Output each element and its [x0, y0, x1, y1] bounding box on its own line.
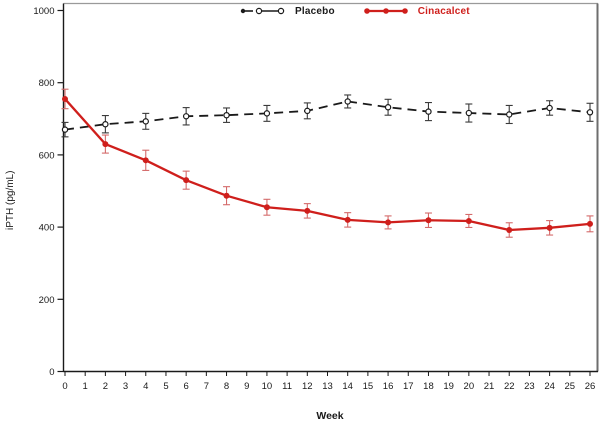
svg-text:10: 10	[262, 381, 273, 392]
legend-label-cinacalcet: Cinacalcet	[417, 5, 470, 17]
legend: Placebo Cinacalcet	[240, 5, 470, 17]
svg-text:0: 0	[62, 381, 67, 392]
svg-text:9: 9	[244, 381, 249, 392]
svg-text:24: 24	[544, 381, 555, 392]
svg-text:600: 600	[39, 150, 55, 161]
svg-text:3: 3	[123, 381, 128, 392]
svg-text:800: 800	[39, 78, 55, 89]
svg-text:4: 4	[143, 381, 148, 392]
legend-item-cinacalcet: Cinacalcet	[363, 5, 470, 17]
placebo-line-symbol	[240, 7, 285, 15]
legend-label-placebo: Placebo	[295, 5, 335, 17]
svg-text:8: 8	[224, 381, 229, 392]
svg-text:15: 15	[363, 381, 374, 392]
svg-text:1000: 1000	[33, 6, 54, 17]
y-axis-title: iPTH (pg/mL)	[5, 170, 16, 230]
svg-text:12: 12	[302, 381, 313, 392]
svg-text:23: 23	[524, 381, 535, 392]
svg-text:1: 1	[83, 381, 88, 392]
svg-text:25: 25	[565, 381, 576, 392]
svg-text:18: 18	[423, 381, 434, 392]
svg-text:400: 400	[39, 223, 55, 234]
svg-text:11: 11	[282, 381, 292, 392]
svg-text:7: 7	[204, 381, 209, 392]
svg-text:21: 21	[484, 381, 495, 392]
svg-text:5: 5	[163, 381, 168, 392]
svg-text:22: 22	[504, 381, 515, 392]
svg-text:17: 17	[403, 381, 414, 392]
legend-item-placebo: Placebo	[240, 5, 335, 17]
svg-text:20: 20	[464, 381, 475, 392]
svg-text:6: 6	[184, 381, 189, 392]
svg-text:200: 200	[39, 295, 55, 306]
x-axis-title: Week	[316, 410, 344, 422]
svg-text:13: 13	[322, 381, 333, 392]
svg-text:0: 0	[49, 367, 54, 378]
svg-text:26: 26	[585, 381, 596, 392]
svg-text:19: 19	[443, 381, 454, 392]
svg-text:16: 16	[383, 381, 394, 392]
svg-text:2: 2	[103, 381, 108, 392]
svg-text:14: 14	[342, 381, 353, 392]
cinacalcet-line-symbol	[363, 8, 408, 14]
